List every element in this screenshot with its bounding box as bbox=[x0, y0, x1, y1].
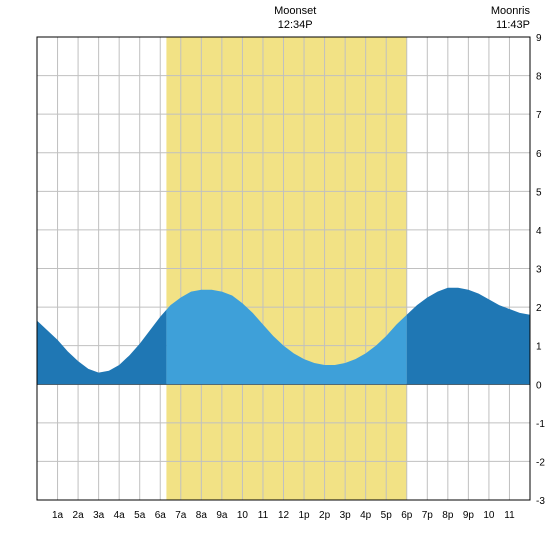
y-tick-label: 8 bbox=[536, 72, 542, 83]
y-tick-label: -2 bbox=[536, 457, 545, 468]
y-tick-label: 5 bbox=[536, 187, 542, 198]
x-tick-label: 7p bbox=[422, 510, 434, 521]
y-tick-label: 1 bbox=[536, 342, 542, 353]
x-tick-label: 11 bbox=[504, 510, 515, 521]
x-tick-label: 8a bbox=[196, 510, 208, 521]
x-tick-label: 9p bbox=[463, 510, 475, 521]
x-tick-label: 1a bbox=[52, 510, 64, 521]
annotation-label-1: Moonris bbox=[491, 5, 531, 17]
x-tick-label: 3p bbox=[340, 510, 352, 521]
x-tick-label: 5p bbox=[381, 510, 393, 521]
y-tick-label: -3 bbox=[536, 496, 545, 507]
y-tick-label: 9 bbox=[536, 33, 542, 44]
annotation-time-1: 11:43P bbox=[496, 19, 530, 31]
y-tick-label: 0 bbox=[536, 380, 542, 391]
x-tick-label: 4a bbox=[114, 510, 126, 521]
tide-chart: -3-2-101234567891a2a3a4a5a6a7a8a9a101112… bbox=[0, 0, 550, 550]
x-tick-label: 6a bbox=[155, 510, 167, 521]
x-tick-label: 9a bbox=[216, 510, 228, 521]
x-tick-label: 12 bbox=[278, 510, 290, 521]
y-tick-label: 7 bbox=[536, 110, 542, 121]
x-tick-label: 10 bbox=[237, 510, 249, 521]
x-tick-label: 7a bbox=[175, 510, 187, 521]
chart-svg: -3-2-101234567891a2a3a4a5a6a7a8a9a101112… bbox=[0, 0, 550, 550]
x-tick-label: 2a bbox=[73, 510, 85, 521]
x-tick-label: 4p bbox=[360, 510, 372, 521]
x-tick-label: 10 bbox=[483, 510, 495, 521]
x-tick-label: 2p bbox=[319, 510, 331, 521]
x-tick-label: 8p bbox=[442, 510, 454, 521]
y-tick-label: 2 bbox=[536, 303, 542, 314]
annotation-label-0: Moonset bbox=[274, 5, 316, 17]
x-tick-label: 11 bbox=[258, 510, 269, 521]
y-tick-label: -1 bbox=[536, 419, 545, 430]
x-tick-label: 5a bbox=[134, 510, 146, 521]
x-tick-label: 1p bbox=[298, 510, 310, 521]
y-tick-label: 3 bbox=[536, 265, 542, 276]
x-tick-label: 3a bbox=[93, 510, 105, 521]
annotation-time-0: 12:34P bbox=[278, 19, 313, 31]
y-tick-label: 6 bbox=[536, 149, 542, 160]
x-tick-label: 6p bbox=[401, 510, 413, 521]
y-tick-label: 4 bbox=[536, 226, 542, 237]
